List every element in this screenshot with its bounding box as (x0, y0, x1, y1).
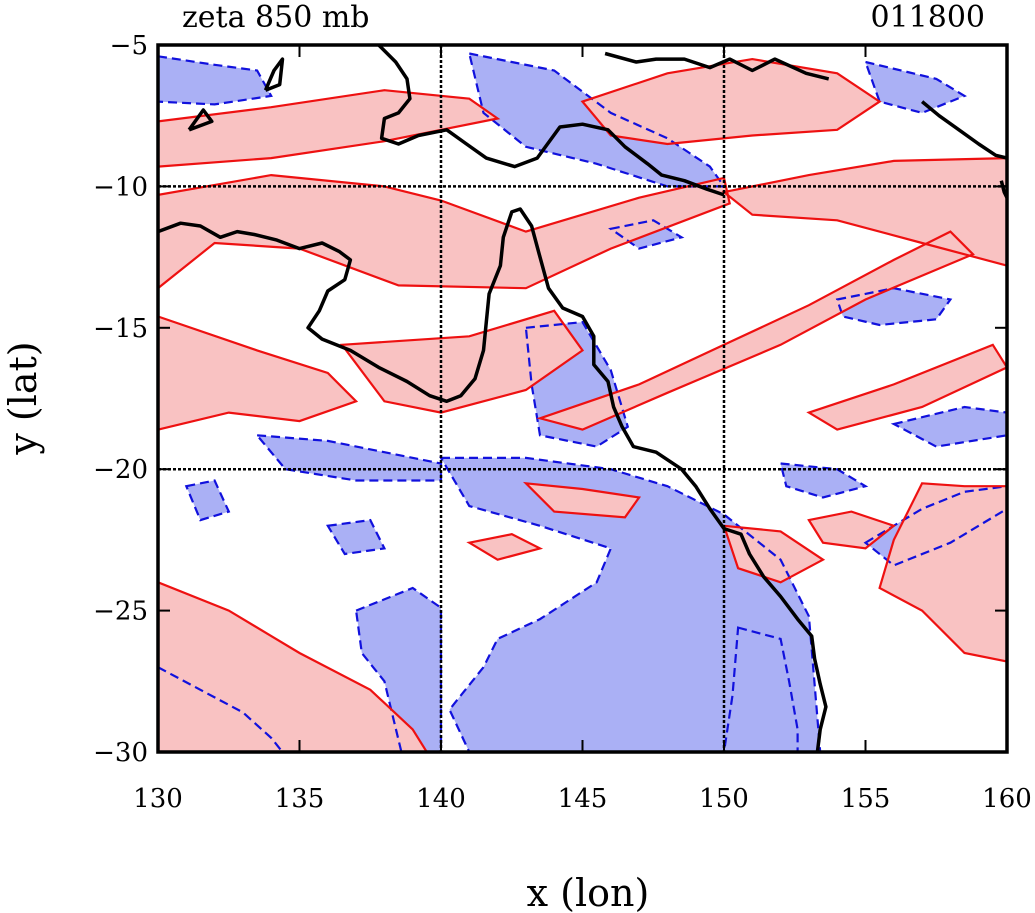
negative-vorticity-region-15 (327, 520, 385, 554)
coastline-4 (604, 51, 830, 81)
negative-vorticity-region-2 (865, 62, 965, 113)
negative-contour-11 (863, 485, 1007, 567)
y-tick-label: −30 (93, 738, 148, 768)
y-tick-label: −5 (110, 31, 148, 61)
positive-vorticity-region-2 (158, 316, 357, 430)
negative-contour-10 (779, 462, 869, 499)
positive-vorticity-region-0 (158, 175, 730, 289)
x-tick-label: 145 (558, 784, 608, 814)
negative-contour-13 (184, 479, 231, 522)
positive-vorticity-region-6 (582, 59, 880, 144)
y-tick-label: −20 (93, 455, 148, 485)
coastline-1 (377, 45, 725, 197)
x-tick-label: 130 (133, 784, 183, 814)
negative-contour-5 (524, 320, 630, 448)
x-tick-label: 160 (982, 784, 1032, 814)
x-tick-label: 135 (275, 784, 325, 814)
negative-contour-4 (354, 586, 443, 752)
negative-contour-2 (863, 60, 967, 115)
negative-vorticity-region-0 (158, 56, 272, 105)
positive-vorticity-region-3 (342, 310, 583, 413)
y-tick-label: −15 (93, 314, 148, 344)
negative-contour-9 (890, 405, 1007, 448)
x-axis-label: x (lon) (527, 871, 650, 913)
positive-vorticity-region-8 (158, 582, 427, 752)
coastline-layer (158, 45, 1007, 752)
coastline-2 (263, 57, 285, 92)
positive-contour-5 (806, 343, 1007, 431)
y-tick-label: −10 (93, 172, 148, 202)
positive-contour-13 (466, 533, 544, 561)
positive-vorticity-region-11 (525, 483, 640, 518)
negative-vorticity-region-10 (780, 463, 866, 498)
y-axis-label: y (lat) (1, 341, 45, 455)
y-ticks: −5 −10 −15 −20 −25 −30 (93, 31, 1007, 768)
coastline-0 (158, 207, 828, 752)
negative-contour-6 (158, 665, 284, 752)
positive-contour-9 (878, 482, 1007, 663)
x-tick-label: 140 (416, 784, 466, 814)
positive-contour-1 (158, 89, 501, 168)
vorticity-contour-layer (158, 52, 1007, 752)
positive-contour-12 (807, 510, 897, 550)
chart-subtitle: 011800 (870, 0, 985, 35)
positive-contour-4 (536, 230, 975, 431)
positive-contour-7 (721, 156, 1007, 267)
negative-vorticity-region-4 (356, 588, 441, 752)
positive-contour-3 (339, 309, 585, 414)
negative-contour-0 (158, 55, 273, 106)
chart-title: zeta 850 mb (182, 0, 370, 35)
y-tick-label: −25 (93, 597, 148, 627)
positive-contour-11 (522, 481, 642, 519)
negative-contour-12 (722, 626, 799, 752)
x-tick-label: 150 (699, 784, 749, 814)
coastline-5 (920, 100, 1007, 160)
x-ticks: 130 135 140 145 150 155 160 (133, 45, 1032, 814)
negative-contour-15 (325, 518, 387, 556)
x-tick-label: 155 (841, 784, 891, 814)
positive-contour-2 (158, 315, 359, 431)
coastline-3 (187, 108, 214, 132)
grid-layer (158, 45, 1007, 752)
negative-vorticity-region-9 (893, 407, 1007, 447)
negative-vorticity-region-12 (724, 627, 798, 752)
positive-contour-0 (158, 173, 731, 290)
negative-contour-3 (439, 456, 822, 752)
positive-vorticity-region-1 (158, 90, 498, 167)
positive-contour-10 (722, 524, 826, 584)
positive-vorticity-region-5 (808, 344, 1007, 430)
positive-contour-8 (158, 581, 429, 752)
